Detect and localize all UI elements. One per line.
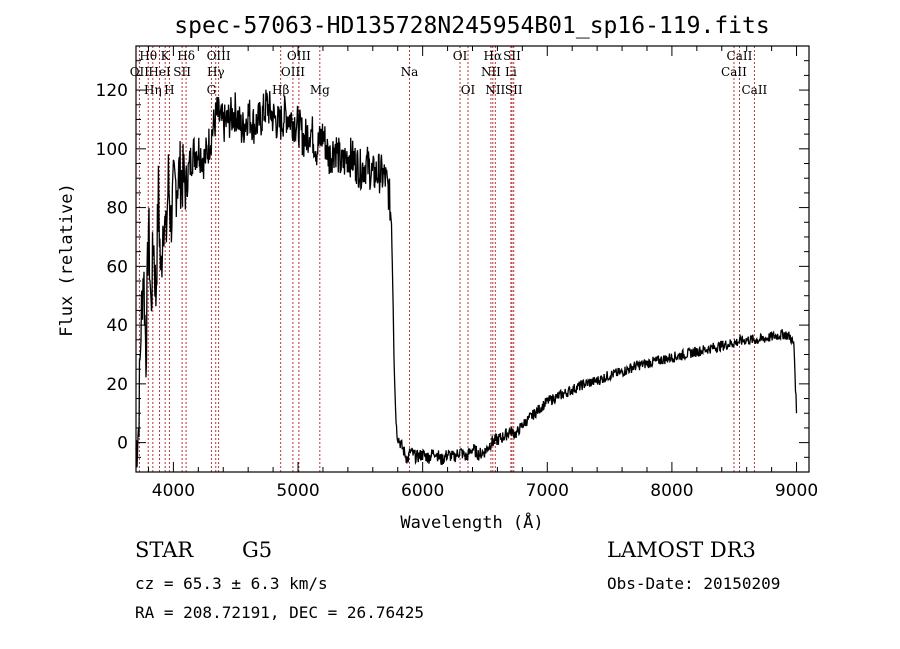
marker-label: CaII bbox=[727, 49, 753, 63]
y-tick-label: 0 bbox=[117, 434, 128, 454]
marker-label: Li bbox=[505, 65, 517, 79]
marker-label: OI bbox=[461, 83, 476, 97]
marker-label: OIII bbox=[207, 49, 231, 63]
x-axis-label: Wavelength (Å) bbox=[400, 511, 543, 533]
x-tick-label: 8000 bbox=[650, 481, 693, 501]
marker-label: NII bbox=[485, 83, 505, 97]
marker-label: Hδ bbox=[177, 49, 195, 63]
x-tick-label: 6000 bbox=[401, 481, 444, 501]
spectrum-line bbox=[135, 89, 798, 468]
redshift-velocity: cz = 65.3 ± 6.3 km/s bbox=[135, 574, 328, 593]
plot-frame bbox=[135, 45, 810, 473]
marker-label: HeI bbox=[148, 65, 171, 79]
marker-label: G bbox=[207, 83, 217, 97]
x-tick-label: 5000 bbox=[276, 481, 319, 501]
marker-label: OIII bbox=[281, 65, 305, 79]
y-tick-label: 40 bbox=[106, 316, 128, 336]
line-marker-labels: Hθ OII Hη HeI K H SII Hδ G Hγ OIII Hβ OIII OIII Mg Na OI… bbox=[130, 49, 768, 97]
x-tick-label: 4000 bbox=[152, 481, 195, 501]
marker-label: CaII bbox=[741, 83, 767, 97]
x-tick-label: 7000 bbox=[526, 481, 569, 501]
object-subclass: G5 bbox=[242, 538, 273, 562]
marker-label: K bbox=[161, 49, 171, 63]
x-tick-label: 9000 bbox=[775, 481, 818, 501]
y-tick-label: 60 bbox=[106, 257, 128, 277]
marker-label: SII bbox=[505, 83, 523, 97]
object-class: STAR bbox=[135, 538, 194, 562]
marker-label: Hη bbox=[144, 83, 162, 97]
x-axis-ticks: 4000 5000 6000 7000 8000 9000 bbox=[147, 46, 818, 501]
y-tick-label: 80 bbox=[106, 199, 128, 219]
marker-label: Hγ bbox=[207, 65, 225, 79]
marker-label: Hα bbox=[484, 49, 503, 63]
y-axis-label: Flux (relative) bbox=[57, 183, 77, 337]
marker-label: Na bbox=[401, 65, 419, 79]
marker-label: H bbox=[164, 83, 174, 97]
marker-label: OIII bbox=[287, 49, 311, 63]
marker-label: CaII bbox=[721, 65, 747, 79]
observation-date: Obs-Date: 20150209 bbox=[607, 574, 781, 593]
y-tick-label: 20 bbox=[106, 375, 128, 395]
survey-name: LAMOST DR3 bbox=[607, 538, 756, 562]
sky-coordinates: RA = 208.72191, DEC = 26.76425 bbox=[135, 603, 424, 622]
marker-label: Hβ bbox=[272, 83, 289, 97]
marker-label: Mg bbox=[310, 83, 330, 97]
marker-label: SII bbox=[173, 65, 191, 79]
y-axis-ticks: 0 20 40 60 80 100 120 bbox=[96, 60, 809, 473]
y-tick-label: 120 bbox=[96, 81, 128, 101]
marker-label: NII bbox=[481, 65, 501, 79]
marker-label: Hθ bbox=[139, 49, 157, 63]
marker-label: OII bbox=[130, 65, 150, 79]
marker-label: OI bbox=[453, 49, 468, 63]
marker-label: SII bbox=[503, 49, 521, 63]
chart-title: spec-57063-HD135728N245954B01_sp16-119.f… bbox=[174, 13, 769, 39]
y-tick-label: 100 bbox=[96, 140, 128, 160]
